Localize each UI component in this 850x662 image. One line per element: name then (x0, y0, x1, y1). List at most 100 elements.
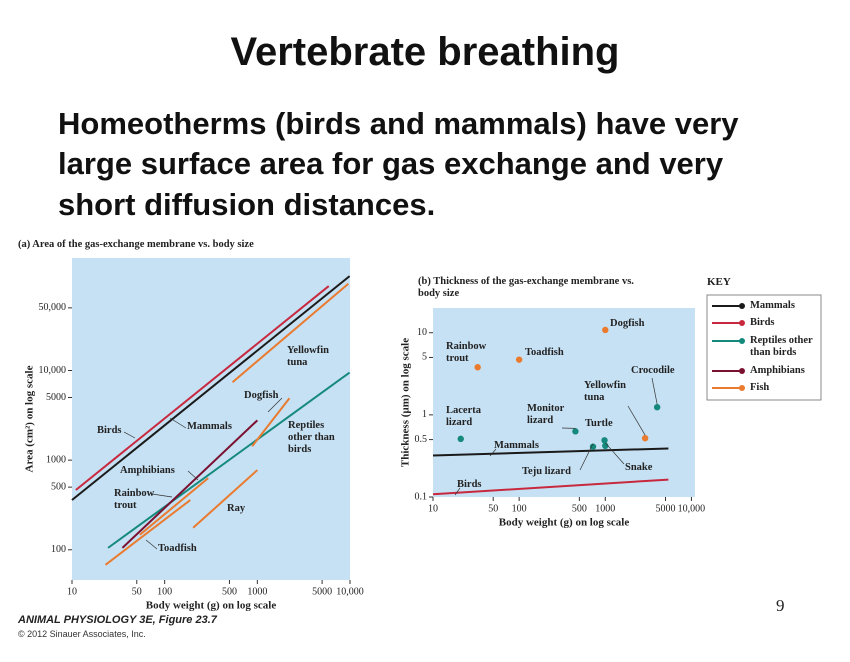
series-line (231, 282, 350, 383)
series-line (107, 371, 351, 549)
point-label: Rainbow trout (446, 341, 487, 364)
y-tick-label: 0.1 (415, 491, 428, 502)
chart-title: (a) Area of the gas-exchange membrane vs… (18, 239, 254, 250)
series-label: Reptiles other than birds (288, 420, 335, 455)
x-tick-label: 1000 (247, 586, 267, 597)
chart-title: (b) Thickness of the gas-exchange membra… (418, 276, 634, 299)
y-tick-label: 0.5 (415, 434, 428, 445)
key-dot (739, 303, 745, 309)
series-label: Dogfish (244, 390, 279, 401)
series-label: Yellowfin tuna (287, 345, 329, 368)
x-axis-label: Body weight (g) on log scale (146, 600, 277, 612)
x-tick-label: 10 (67, 586, 77, 597)
y-tick-label: 100 (51, 544, 66, 555)
series-label: Mammals (494, 440, 539, 451)
series-line (432, 478, 669, 496)
series-line (251, 397, 291, 447)
series-line (432, 447, 669, 457)
series-label: Mammals (187, 421, 232, 432)
y-tick-label: 500 (51, 481, 66, 492)
series-line (104, 499, 191, 566)
x-tick-label: 10,000 (336, 586, 364, 597)
series-line (139, 477, 209, 536)
key-label: Reptiles other than birds (750, 335, 813, 358)
x-tick-label: 50 (132, 586, 142, 597)
series-label: Toadfish (158, 543, 197, 554)
y-axis-label: Thickness (µm) on log scale (400, 338, 412, 467)
key-label: Mammals (750, 300, 795, 311)
key-title: KEY (707, 276, 731, 288)
leader-line (454, 487, 461, 496)
key-dot (739, 338, 745, 344)
series-label: Ray (227, 503, 246, 514)
leader-line (151, 493, 173, 498)
y-tick-label: 10,000 (39, 365, 67, 376)
series-line (192, 469, 259, 529)
body-text: large surface area for gas exchange and … (58, 146, 724, 181)
plot-area (72, 258, 350, 580)
point-label: Crocodile (631, 365, 675, 376)
data-point (572, 428, 579, 435)
data-point (589, 443, 597, 450)
x-tick-label: 100 (157, 586, 172, 597)
series-line (71, 275, 351, 501)
point-label: Turtle (585, 418, 613, 429)
x-axis-label: Body weight (g) on log scale (499, 517, 630, 529)
leader-line (605, 442, 625, 465)
leader-line (651, 377, 658, 405)
y-tick-label: 1 (422, 409, 427, 420)
caption: ANIMAL PHYSIOLOGY 3E, Figure 23.7 (18, 614, 217, 626)
y-tick-label: 5 (422, 352, 427, 363)
series-label: Amphibians (120, 465, 175, 476)
leader-line (169, 417, 187, 429)
point-label: Teju lizard (522, 466, 571, 477)
y-axis-label: Area (cm²) on log scale (24, 365, 36, 472)
point-label: Toadfish (525, 347, 564, 358)
copyright: © 2012 Sinauer Associates, Inc. (18, 629, 146, 639)
data-point (601, 437, 608, 444)
key-dot (739, 385, 745, 391)
body-text: short diffusion distances. (58, 187, 436, 222)
point-label: Dogfish (610, 318, 645, 329)
x-tick-label: 10,000 (678, 503, 706, 514)
key-dot (739, 368, 745, 374)
leader-line (627, 405, 646, 436)
key-dot (739, 320, 745, 326)
y-tick-label: 5000 (46, 392, 66, 403)
key-box (706, 294, 822, 401)
point-label: Snake (625, 462, 653, 473)
key-label: Fish (750, 382, 770, 393)
series-label: Birds (97, 425, 122, 436)
x-tick-label: 50 (488, 503, 498, 514)
leader-line (267, 397, 283, 413)
series-label: Birds (457, 479, 482, 490)
leader-line (187, 470, 199, 481)
point-label: Yellowfin tuna (584, 380, 626, 403)
x-tick-label: 10 (428, 503, 438, 514)
series-line (75, 285, 330, 491)
slide-title: Vertebrate breathing (230, 30, 620, 74)
data-point (653, 403, 661, 411)
series-label: Rainbow trout (114, 488, 155, 511)
data-point (515, 356, 523, 363)
key-label: Birds (750, 317, 775, 328)
y-tick-label: 10 (417, 327, 427, 338)
data-point (602, 326, 609, 334)
x-tick-label: 100 (512, 503, 527, 514)
point-label: Monitor lizard (527, 403, 565, 426)
leader-line (145, 539, 158, 550)
plot-area (433, 308, 695, 497)
x-tick-label: 500 (572, 503, 587, 514)
leader-line (489, 448, 497, 457)
body-text: Homeotherms (birds and mammals) have ver… (58, 106, 739, 141)
series-line (121, 419, 259, 549)
point-label: Lacerta lizard (446, 405, 481, 428)
data-point (474, 364, 481, 371)
x-tick-label: 1000 (595, 503, 615, 514)
leader-line (123, 431, 136, 439)
y-tick-label: 1000 (46, 454, 66, 465)
x-tick-label: 500 (222, 586, 237, 597)
data-point (457, 435, 464, 443)
